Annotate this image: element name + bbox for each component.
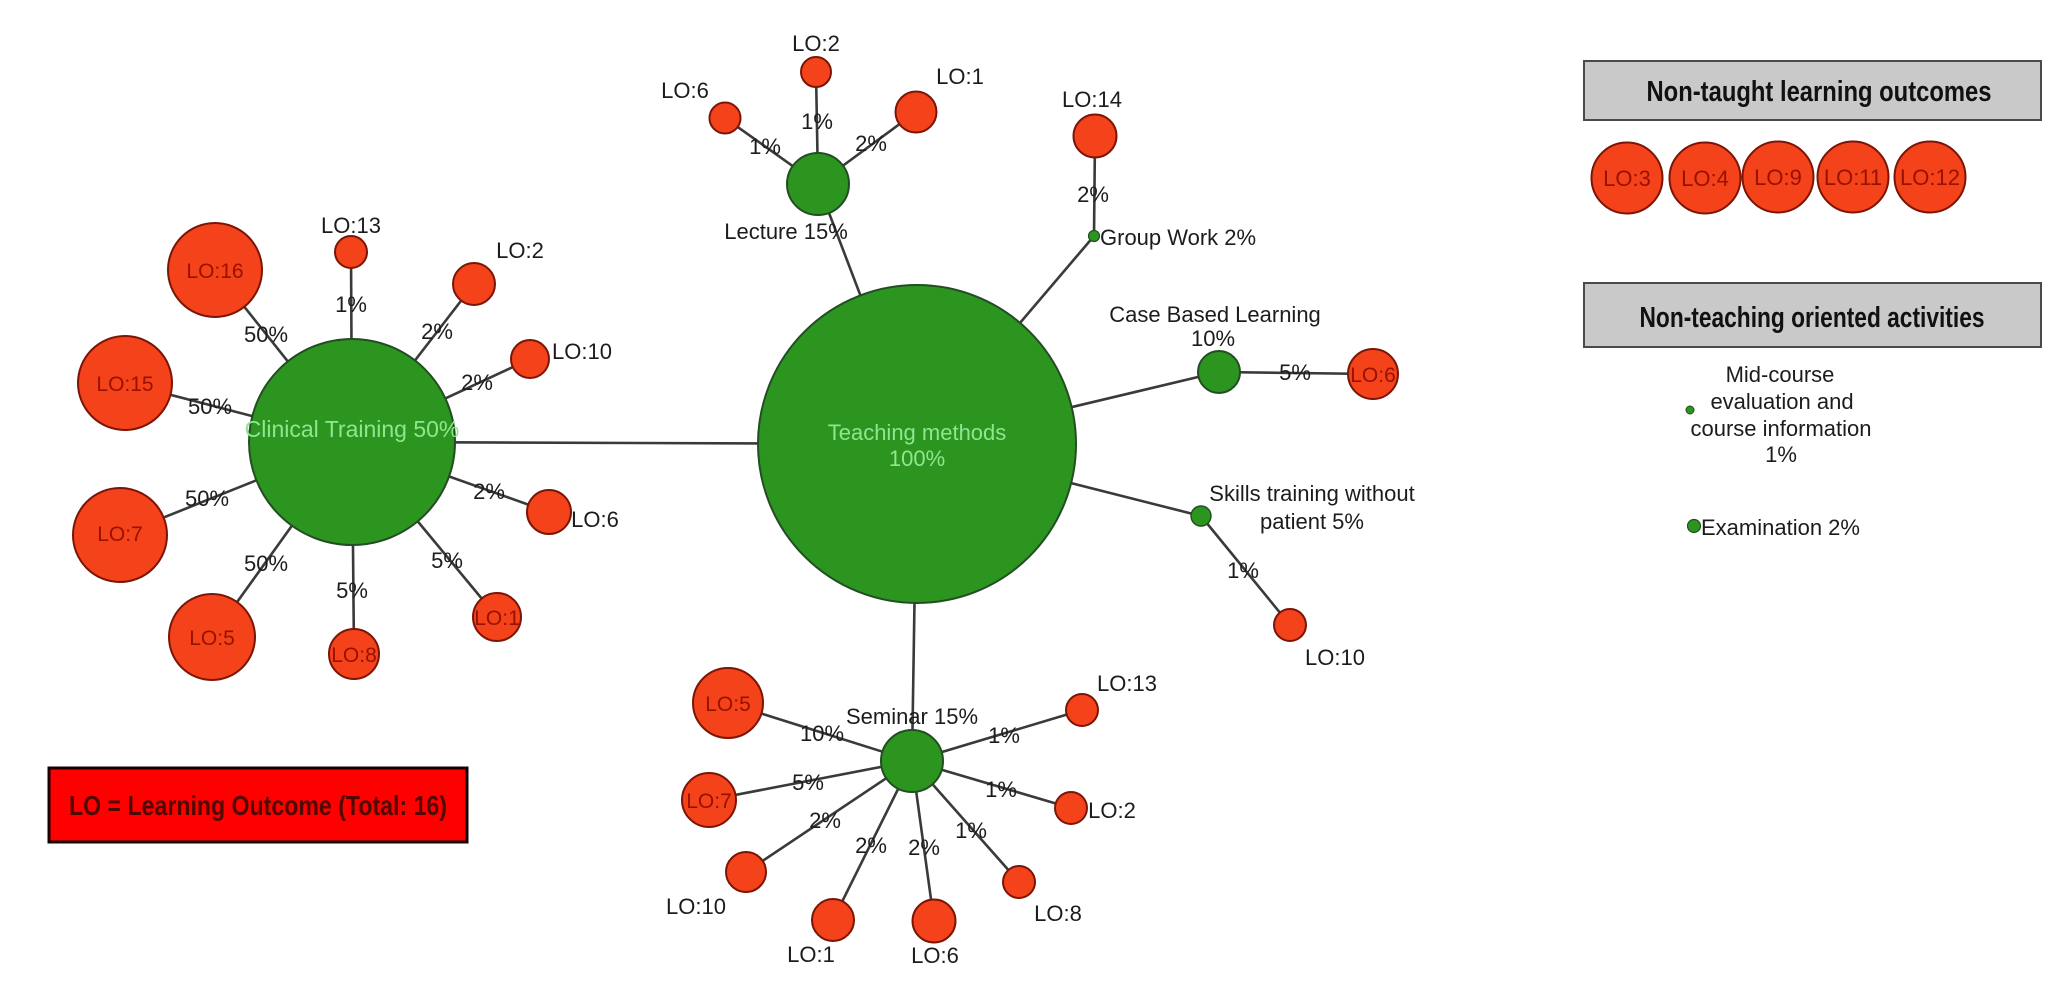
svg-text:2%: 2%	[855, 131, 887, 156]
svg-text:1%: 1%	[749, 134, 781, 159]
svg-text:LO:7: LO:7	[686, 790, 732, 813]
svg-text:Clinical Training 50%: Clinical Training 50%	[245, 416, 460, 442]
svg-text:LO:6: LO:6	[1350, 364, 1396, 387]
svg-text:1%: 1%	[1765, 442, 1797, 467]
svg-text:5%: 5%	[1279, 360, 1311, 385]
svg-text:2%: 2%	[421, 319, 453, 344]
svg-text:Non-taught learning outcomes: Non-taught learning outcomes	[1647, 76, 1992, 108]
svg-text:5%: 5%	[431, 548, 463, 573]
svg-text:LO:6: LO:6	[661, 78, 709, 103]
svg-text:LO:5: LO:5	[189, 627, 235, 650]
svg-text:patient 5%: patient 5%	[1260, 509, 1364, 534]
svg-text:course information: course information	[1691, 416, 1872, 441]
svg-text:Non-teaching oriented activiti: Non-teaching oriented activities	[1640, 302, 1985, 334]
svg-text:2%: 2%	[908, 835, 940, 860]
svg-text:Examination 2%: Examination 2%	[1701, 515, 1860, 540]
svg-text:50%: 50%	[188, 394, 232, 419]
svg-text:LO:6: LO:6	[911, 943, 959, 968]
svg-text:LO:8: LO:8	[331, 644, 377, 667]
svg-text:LO:10: LO:10	[666, 894, 726, 919]
svg-text:Seminar 15%: Seminar 15%	[846, 704, 978, 729]
svg-text:2%: 2%	[855, 833, 887, 858]
svg-text:LO:6: LO:6	[571, 507, 619, 532]
svg-text:LO:12: LO:12	[1900, 165, 1960, 190]
svg-text:50%: 50%	[185, 486, 229, 511]
svg-text:LO:13: LO:13	[1097, 671, 1157, 696]
svg-text:10%: 10%	[1191, 326, 1235, 351]
svg-text:LO:9: LO:9	[1754, 165, 1802, 190]
svg-text:Case Based Learning: Case Based Learning	[1109, 302, 1321, 327]
svg-text:LO:4: LO:4	[1681, 166, 1729, 191]
svg-text:1%: 1%	[988, 723, 1020, 748]
svg-text:Teaching methods: Teaching methods	[828, 420, 1007, 445]
svg-text:2%: 2%	[473, 479, 505, 504]
svg-text:LO:1: LO:1	[936, 64, 984, 89]
svg-text:LO = Learning Outcome (Total:: LO = Learning Outcome (Total: 16)	[69, 790, 447, 821]
svg-text:50%: 50%	[244, 322, 288, 347]
svg-text:LO:2: LO:2	[496, 238, 544, 263]
svg-text:LO:2: LO:2	[792, 31, 840, 56]
svg-text:LO:3: LO:3	[1603, 166, 1651, 191]
svg-text:10%: 10%	[800, 721, 844, 746]
svg-text:LO:2: LO:2	[1088, 798, 1136, 823]
svg-text:LO:14: LO:14	[1062, 87, 1122, 112]
svg-text:2%: 2%	[809, 808, 841, 833]
svg-text:1%: 1%	[985, 777, 1017, 802]
svg-text:LO:15: LO:15	[96, 373, 153, 396]
svg-text:1%: 1%	[335, 292, 367, 317]
svg-text:LO:16: LO:16	[186, 260, 243, 283]
svg-text:5%: 5%	[792, 770, 824, 795]
svg-text:5%: 5%	[336, 578, 368, 603]
svg-text:1%: 1%	[801, 109, 833, 134]
svg-text:Skills training without: Skills training without	[1209, 481, 1414, 506]
svg-text:Group Work 2%: Group Work 2%	[1100, 225, 1256, 250]
svg-text:LO:1: LO:1	[787, 942, 835, 967]
svg-text:evaluation and: evaluation and	[1710, 389, 1853, 414]
svg-text:2%: 2%	[1077, 182, 1109, 207]
svg-text:LO:8: LO:8	[1034, 901, 1082, 926]
svg-text:1%: 1%	[1227, 558, 1259, 583]
svg-text:50%: 50%	[244, 551, 288, 576]
svg-text:LO:10: LO:10	[552, 339, 612, 364]
svg-text:Mid-course: Mid-course	[1726, 362, 1835, 387]
svg-text:LO:10: LO:10	[1305, 645, 1365, 670]
svg-text:LO:13: LO:13	[321, 213, 381, 238]
svg-text:LO:11: LO:11	[1824, 165, 1882, 190]
svg-text:Lecture 15%: Lecture 15%	[724, 219, 848, 244]
svg-text:2%: 2%	[461, 370, 493, 395]
svg-text:LO:5: LO:5	[705, 693, 751, 716]
svg-text:100%: 100%	[889, 446, 945, 471]
svg-text:1%: 1%	[955, 818, 987, 843]
svg-text:LO:1: LO:1	[474, 607, 520, 630]
svg-text:LO:7: LO:7	[97, 523, 143, 546]
